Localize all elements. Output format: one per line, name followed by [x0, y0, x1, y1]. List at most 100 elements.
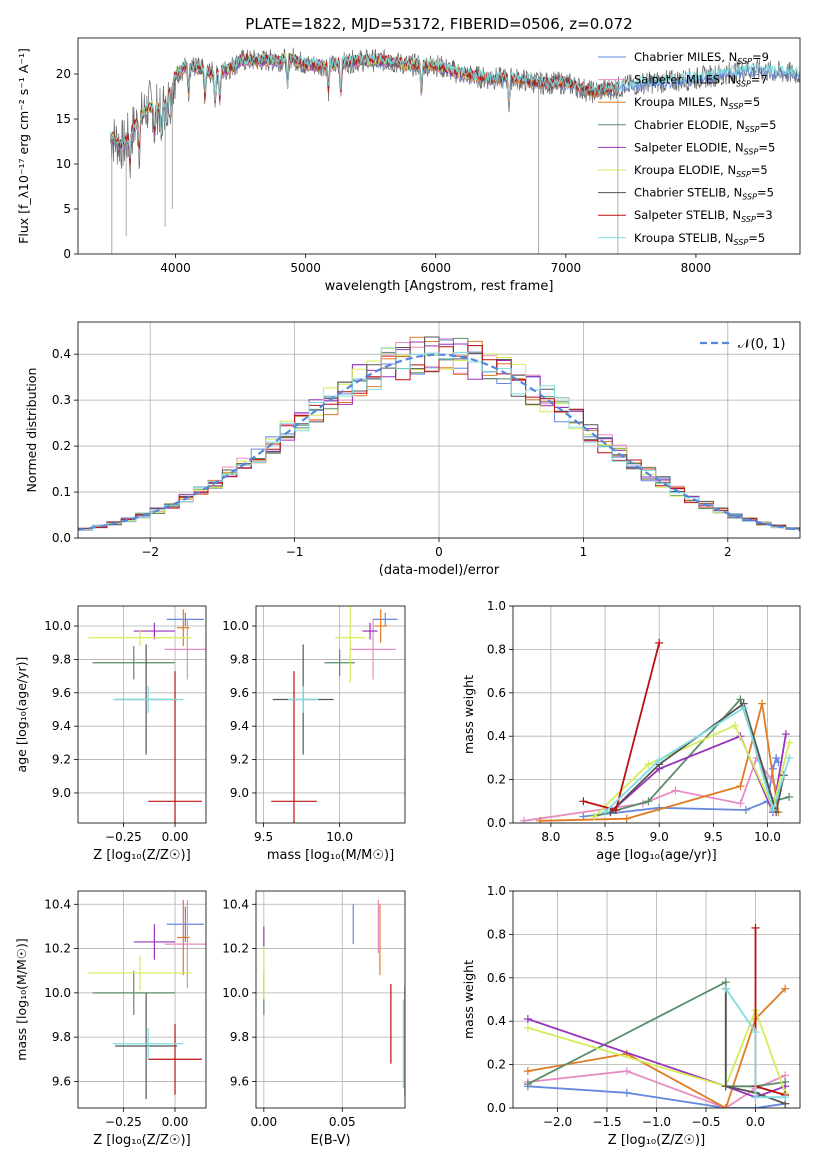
series-line [583, 642, 661, 812]
y-tick-label: 0.0 [487, 816, 506, 830]
y-tick-label: 9.8 [52, 1030, 71, 1044]
legend-label-value: =7 [751, 73, 768, 87]
x-tick-label: −1.5 [592, 1115, 621, 1129]
axes-frame [255, 890, 406, 1109]
legend-label-sub: SSP [736, 170, 751, 179]
plot-area [523, 923, 790, 1108]
legend-label-sub: SSP [729, 102, 744, 111]
chart-mass_vs_Z: −0.25 0.00 9.6 9.8 10.0 10.2 10.4 Z [log₁₀(Z/Z☉… [14, 890, 207, 1148]
series-line [725, 988, 786, 1099]
x-tick-label: 0.00 [162, 830, 189, 844]
series-line [724, 988, 786, 1105]
y-tick-label: 1.0 [487, 599, 506, 613]
legend-label: Chabrier MILES, NSSP=9 [634, 50, 769, 66]
y-tick-label: 0.2 [487, 773, 506, 787]
legend-label: Chabrier ELODIE, NSSP=5 [634, 118, 776, 134]
y-tick-label: 10.0 [222, 986, 249, 1000]
x-tick-label: 0.00 [250, 1115, 277, 1129]
legend-label-sub: SSP [734, 238, 749, 247]
y-tick-label: 10.0 [222, 619, 249, 633]
legend-label-text: Kroupa ELODIE, N [634, 163, 736, 177]
y-tick-label: 10.2 [222, 942, 249, 956]
y-tick-label: 9.6 [230, 1074, 249, 1088]
y-axis-label: Flux [f_λ10⁻¹⁷ erg cm⁻² s⁻¹ A⁻¹] [16, 48, 31, 244]
legend-label: Kroupa ELODIE, NSSP=5 [634, 163, 768, 179]
y-tick-label: 9.6 [52, 686, 71, 700]
legend-label-text: Salpeter STELIB, N [634, 208, 741, 222]
y-tick-label: 9.4 [230, 719, 249, 733]
y-axis-label: mass weight [461, 675, 476, 754]
legend-label-text: Salpeter ELODIE, N [634, 140, 744, 154]
legend-label-text: Kroupa MILES, N [634, 95, 729, 109]
x-tick-label: −0.25 [105, 1115, 142, 1129]
y-tick-label: 10.0 [44, 619, 71, 633]
axes-frame [77, 37, 801, 255]
x-tick-label: −0.25 [105, 830, 142, 844]
chart-age_vs_Z: −0.25 0.00 9.0 9.2 9.4 9.6 9.8 10.0 Z [log₁₀(Z/Z… [14, 605, 207, 863]
y-tick-label: 0.1 [52, 485, 71, 499]
axes-frame [77, 890, 207, 1109]
y-tick-label: 9.8 [52, 652, 71, 666]
legend-label-sub: SSP [741, 215, 756, 224]
x-axis-label: Z [log₁₀(Z/Z☉)] [608, 1133, 705, 1148]
plot-area [263, 899, 405, 1097]
x-axis-label: Z [log₁₀(Z/Z☉)] [93, 848, 190, 863]
plot-area [88, 609, 206, 823]
y-tick-label: 9.2 [52, 753, 71, 767]
y-tick-label: 9.4 [52, 719, 71, 733]
legend-label-text: Chabrier STELIB, N [634, 186, 742, 200]
legend-label-value: =5 [758, 140, 775, 154]
x-tick-label: −2 [141, 545, 159, 559]
y-axis-label: mass weight [461, 960, 476, 1039]
x-tick-label: −1.0 [642, 1115, 671, 1129]
y-tick-label: 0.6 [487, 686, 506, 700]
x-axis-label: age [log₁₀(age/yr)] [596, 848, 717, 863]
y-tick-label: 0.3 [52, 393, 71, 407]
legend-label-sub: SSP [744, 147, 759, 156]
x-tick-label: −0.5 [691, 1115, 720, 1129]
legend-label-sub: SSP [736, 80, 751, 89]
legend-label: Chabrier STELIB, NSSP=5 [634, 186, 774, 202]
x-tick-label: 8000 [681, 261, 712, 275]
x-tick-label: −1 [286, 545, 304, 559]
legend-label: 𝒩(0, 1) [738, 337, 785, 352]
y-tick-label: 0.8 [487, 642, 506, 656]
y-tick-label: 0.0 [487, 1101, 506, 1115]
plot-area [78, 336, 800, 533]
y-tick-label: 0 [63, 247, 71, 261]
y-tick-label: 5 [63, 202, 71, 216]
legend-label-text: Chabrier ELODIE, N [634, 118, 745, 132]
chart-spectrum: 4000 5000 6000 7000 8000 0 5 10 15 20 wavelength [… [16, 15, 801, 294]
plot-area [110, 47, 800, 254]
legend-label: Kroupa MILES, NSSP=5 [634, 95, 760, 111]
plot-area [519, 638, 794, 823]
legend-label: Salpeter STELIB, NSSP=3 [634, 208, 773, 224]
y-tick-label: 9.0 [230, 786, 249, 800]
legend-label-value: =5 [760, 118, 777, 132]
y-tick-label: 10 [56, 157, 71, 171]
y-tick-label: 0.0 [52, 531, 71, 545]
legend-label-sub: SSP [745, 125, 760, 134]
x-axis-label: Z [log₁₀(Z/Z☉)] [93, 1133, 190, 1148]
x-axis-label: wavelength [Angstrom, rest frame] [325, 279, 554, 294]
x-tick-label: 8.5 [596, 830, 615, 844]
legend-label-value: =5 [748, 231, 765, 245]
chart-title: PLATE=1822, MJD=53172, FIBERID=0506, z=0… [245, 15, 632, 33]
y-tick-label: 20 [56, 67, 71, 81]
x-axis-label: (data-model)/error [379, 563, 500, 578]
x-axis-label: E(B-V) [310, 1133, 350, 1148]
x-tick-label: −2.0 [543, 1115, 572, 1129]
legend-label-sub: SSP [737, 57, 752, 66]
y-tick-label: 10.0 [44, 986, 71, 1000]
y-tick-label: 9.8 [230, 1030, 249, 1044]
x-tick-label: 7000 [551, 261, 582, 275]
x-tick-label: 10.0 [326, 830, 353, 844]
plot-area [88, 899, 206, 1100]
y-tick-label: 9.2 [230, 753, 249, 767]
x-tick-label: 9.0 [650, 830, 669, 844]
series-line [604, 706, 791, 814]
legend-label: Kroupa STELIB, NSSP=5 [634, 231, 765, 247]
legend-label-value: =3 [756, 208, 773, 222]
